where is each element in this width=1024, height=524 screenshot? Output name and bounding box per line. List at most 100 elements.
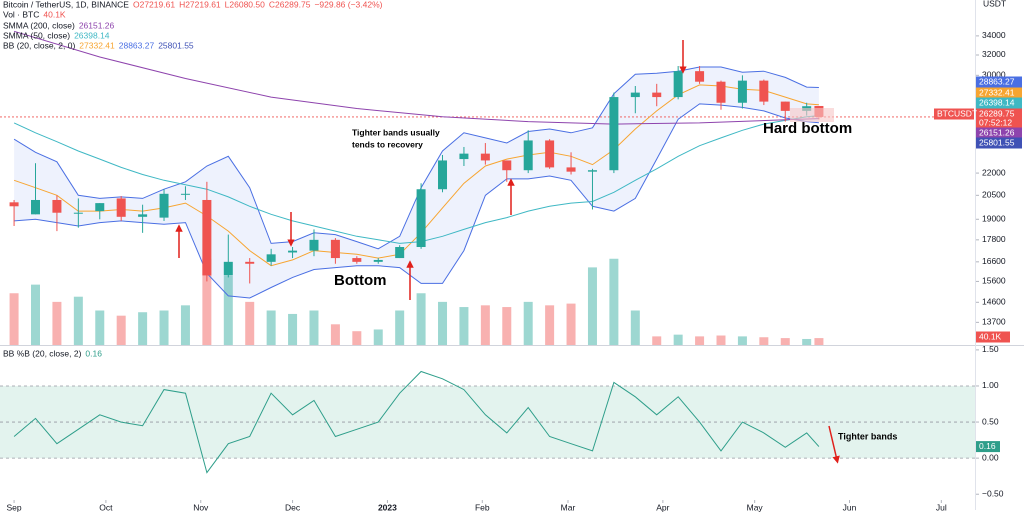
candle-body	[609, 97, 619, 171]
volume-bar	[716, 335, 726, 345]
annotation: Tighter bands	[838, 431, 897, 441]
candle-body	[159, 193, 169, 218]
candle-body	[780, 101, 790, 111]
candle-body	[95, 203, 105, 212]
y-tick-label: 30000	[982, 70, 1006, 80]
value-label-bg	[934, 108, 974, 120]
volume-bar	[459, 307, 469, 345]
x-tick-label: Feb	[475, 502, 490, 512]
volume-bar	[202, 258, 212, 345]
candle-body	[523, 140, 533, 171]
y-tick-label: 0.50	[982, 416, 999, 426]
candle-body	[759, 80, 769, 102]
candle-body	[587, 170, 597, 172]
legend-value: 27332.41	[79, 40, 115, 50]
volume-bar	[116, 315, 126, 345]
legend-value: 0.16	[85, 348, 102, 358]
candle-body	[309, 239, 319, 251]
volume-bar	[9, 293, 19, 345]
volume-bar	[309, 310, 319, 345]
legend-change: −929.86 (−3.42%)	[314, 0, 382, 9]
volume-bar	[330, 324, 340, 345]
volume-bar	[73, 296, 83, 345]
value-label: BTCUSDT	[937, 108, 977, 118]
value-label: 27332.41	[979, 87, 1015, 97]
legend-value: 26151.26	[79, 20, 115, 30]
volume-bar	[30, 284, 40, 345]
legend-title: Bitcoin / TetherUS, 1D, BINANCE	[3, 0, 129, 9]
arrow	[828, 425, 840, 464]
volume-bar	[159, 310, 169, 345]
legend-value: 40.1K	[43, 9, 66, 19]
volume-bar	[480, 305, 490, 345]
value-label-bg	[976, 97, 1022, 109]
volume-bar	[502, 307, 512, 345]
value-label-bg	[976, 87, 1022, 99]
value-label: 26398.14	[979, 97, 1015, 107]
candle-body	[695, 71, 705, 82]
main-layer: 34000 32000 30000 22000 20500 19000 17800 16600…	[7, 30, 1006, 512]
legend-ohlc: L26080.50	[225, 0, 265, 9]
volume-bar	[652, 336, 662, 345]
candle-body	[52, 199, 62, 213]
y-tick-label: 32000	[982, 49, 1006, 59]
candle-body	[395, 247, 405, 259]
volume-bar	[245, 301, 255, 345]
value-label: 28863.27	[979, 76, 1015, 86]
y-tick-label: 17800	[982, 234, 1006, 244]
volume-bar	[52, 301, 62, 345]
x-tick-label: Dec	[285, 502, 301, 512]
legend-ohlc: O27219.61	[133, 0, 175, 9]
legend-value: 25801.55	[158, 40, 194, 50]
candle-body	[652, 92, 662, 98]
volume-bar	[266, 310, 276, 345]
bb-lower	[14, 103, 819, 299]
price-unit: USDT	[983, 0, 1006, 8]
candle-body	[223, 261, 233, 276]
candle-body	[180, 193, 190, 195]
volume-bar	[180, 305, 190, 345]
legend-name: BB %B (20, close, 2)	[3, 348, 82, 358]
candle-body	[480, 153, 490, 161]
x-tick-label: 2023	[378, 502, 397, 512]
top-layer: Tighter bands usually tends to recovery …	[0, 0, 1024, 510]
y-tick-label: 14600	[982, 297, 1006, 307]
x-tick-label: Apr	[656, 502, 669, 512]
x-tick-label: Oct	[99, 502, 113, 512]
value-label: 40.1K	[979, 331, 1002, 341]
value-label: 25801.55	[979, 137, 1015, 147]
value-label-bg	[976, 117, 1022, 129]
value-label: 0.16	[979, 441, 996, 451]
volume-bar	[587, 267, 597, 345]
candle-body	[245, 261, 255, 264]
y-tick-label: 1.00	[982, 380, 999, 390]
legend-value: 26398.14	[74, 30, 110, 40]
smma200-line	[13, 30, 819, 125]
legend-name: SMMA (50, close)	[3, 30, 70, 40]
volume-bar	[673, 334, 683, 345]
annotation: Hard bottom	[763, 120, 852, 137]
candle-body	[30, 199, 40, 215]
volume-bar	[416, 293, 426, 345]
x-tick-label: Nov	[193, 502, 209, 512]
value-label-bg	[976, 441, 1000, 453]
candle-body	[373, 259, 383, 262]
hard-bottom-zone	[790, 108, 834, 122]
x-tick-label: Jun	[843, 502, 857, 512]
candle-body	[566, 167, 576, 172]
legend-name: Vol · BTC	[3, 9, 39, 19]
legend-value: 28863.27	[119, 40, 155, 50]
volume-bar	[95, 310, 105, 345]
legend-ohlc: C26289.75	[269, 0, 311, 9]
value-label: 26151.26	[979, 127, 1015, 137]
value-label-bg	[976, 137, 1022, 149]
candle-body	[352, 258, 362, 262]
x-tick-label: Jul	[936, 502, 947, 512]
legend-name: BB (20, close, 2, 0)	[3, 40, 75, 50]
candle-body	[416, 189, 426, 248]
x-tick-label: May	[747, 502, 764, 512]
volume-bar	[802, 338, 812, 345]
y-tick-label: 15600	[982, 276, 1006, 286]
volume-bar	[630, 310, 640, 345]
